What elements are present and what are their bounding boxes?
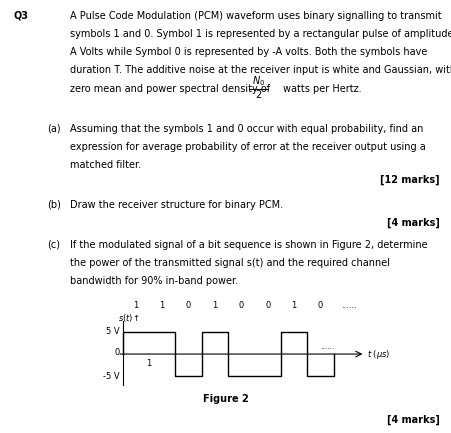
Text: 0: 0 bbox=[318, 301, 323, 310]
Text: (c): (c) bbox=[47, 240, 60, 250]
Text: the power of the transmitted signal s(t) and the required channel: the power of the transmitted signal s(t)… bbox=[70, 258, 390, 268]
Text: (a): (a) bbox=[47, 123, 61, 133]
Text: $N_0$: $N_0$ bbox=[252, 74, 265, 88]
Text: $t$ $(\mu s)$: $t$ $(\mu s)$ bbox=[367, 348, 390, 361]
Text: [4 marks]: [4 marks] bbox=[387, 415, 440, 425]
Text: expression for average probability of error at the receiver output using a: expression for average probability of er… bbox=[70, 142, 426, 152]
Text: ......: ...... bbox=[341, 301, 357, 310]
Text: (b): (b) bbox=[47, 200, 61, 210]
Text: 5 V: 5 V bbox=[106, 327, 120, 336]
Text: Assuming that the symbols 1 and 0 occur with equal probability, find an: Assuming that the symbols 1 and 0 occur … bbox=[70, 123, 423, 133]
Text: Q3: Q3 bbox=[14, 11, 28, 21]
Text: watts per Hertz.: watts per Hertz. bbox=[283, 84, 362, 94]
Text: A Volts while Symbol 0 is represented by -A volts. Both the symbols have: A Volts while Symbol 0 is represented by… bbox=[70, 47, 427, 57]
Text: [12 marks]: [12 marks] bbox=[380, 174, 440, 185]
Text: 2: 2 bbox=[255, 90, 262, 100]
Text: If the modulated signal of a bit sequence is shown in Figure 2, determine: If the modulated signal of a bit sequenc… bbox=[70, 240, 428, 250]
Text: 0: 0 bbox=[265, 301, 270, 310]
Text: A Pulse Code Modulation (PCM) waveform uses binary signalling to transmit: A Pulse Code Modulation (PCM) waveform u… bbox=[70, 11, 442, 21]
Text: duration T. The additive noise at the receiver input is white and Gaussian, with: duration T. The additive noise at the re… bbox=[70, 65, 451, 75]
Text: 1: 1 bbox=[212, 301, 217, 310]
Text: matched filter.: matched filter. bbox=[70, 160, 141, 170]
Text: ......: ...... bbox=[321, 343, 335, 351]
Text: 0: 0 bbox=[239, 301, 244, 310]
Text: zero mean and power spectral density of: zero mean and power spectral density of bbox=[70, 84, 270, 94]
Text: bandwidth for 90% in-band power.: bandwidth for 90% in-band power. bbox=[70, 276, 238, 286]
Text: 0: 0 bbox=[186, 301, 191, 310]
Text: symbols 1 and 0. Symbol 1 is represented by a rectangular pulse of amplitude: symbols 1 and 0. Symbol 1 is represented… bbox=[70, 29, 451, 39]
Text: 1: 1 bbox=[291, 301, 297, 310]
Text: 1: 1 bbox=[133, 301, 138, 310]
Text: 0: 0 bbox=[115, 348, 120, 357]
Text: 1: 1 bbox=[146, 359, 152, 368]
Text: 1: 1 bbox=[160, 301, 165, 310]
Text: -5 V: -5 V bbox=[103, 372, 120, 381]
Text: [4 marks]: [4 marks] bbox=[387, 218, 440, 229]
Text: Figure 2: Figure 2 bbox=[202, 394, 249, 404]
Text: Draw the receiver structure for binary PCM.: Draw the receiver structure for binary P… bbox=[70, 200, 283, 210]
Text: $s(t)$↑: $s(t)$↑ bbox=[118, 312, 139, 324]
